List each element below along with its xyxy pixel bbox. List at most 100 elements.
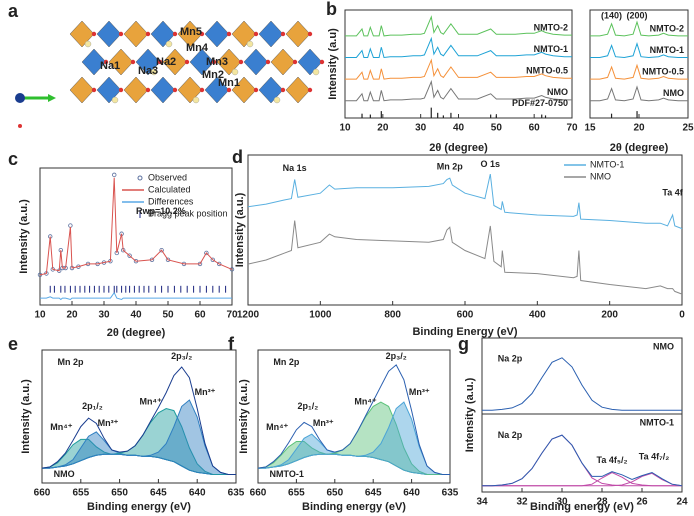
- oxygen: [157, 59, 163, 65]
- component-area: [258, 441, 450, 475]
- octahedron: [231, 76, 257, 104]
- octahedron: [69, 20, 95, 48]
- oxygen: [319, 59, 325, 65]
- sodium: [192, 96, 200, 104]
- data-point: [229, 267, 235, 272]
- octahedron: [177, 20, 203, 48]
- octahedron: [285, 20, 311, 48]
- octahedron: [204, 76, 230, 104]
- x-tick-label: 645: [365, 488, 382, 499]
- annotation: NMO: [54, 469, 75, 479]
- oxygen: [130, 59, 136, 65]
- x-tick-label: 400: [529, 310, 546, 321]
- oxygen: [145, 87, 151, 93]
- octahedron: [162, 48, 188, 76]
- axis-dot: [18, 124, 22, 128]
- legend-label: Differences: [148, 196, 194, 206]
- series-label: NMO: [547, 87, 568, 97]
- oxygen: [172, 31, 178, 37]
- x-tick-label: 640: [189, 488, 206, 499]
- atom-label: Na3: [138, 65, 158, 77]
- x-tick-label: 70: [566, 123, 578, 134]
- x-axis-label: Binding energy (eV): [302, 501, 406, 513]
- component-area: [42, 408, 236, 475]
- octahedron: [123, 20, 149, 48]
- series-line: [590, 42, 688, 59]
- annotation: Mn⁴⁺: [354, 397, 376, 407]
- atom-label: Na1: [100, 60, 120, 72]
- y-axis-label: Intensity (a.u.): [238, 379, 250, 454]
- x-tick-label: 15: [584, 123, 596, 134]
- annotation: Na 2p: [498, 354, 523, 364]
- octahedron: [69, 76, 95, 104]
- octahedron: [216, 48, 242, 76]
- x-axis-label: 2θ (degree): [610, 142, 669, 154]
- oxygen: [91, 31, 97, 37]
- oxygen: [265, 59, 271, 65]
- octahedron: [204, 20, 230, 48]
- oxygen: [280, 87, 286, 93]
- series-line: [247, 220, 683, 295]
- annotation: Mn⁴⁺: [50, 422, 72, 432]
- axis-origin: [15, 93, 25, 103]
- data-point: [216, 261, 222, 267]
- oxygen: [199, 31, 205, 37]
- annotation: Mn⁴⁺: [266, 422, 288, 432]
- panel-letter: f: [228, 334, 235, 354]
- x-tick-label: 635: [228, 488, 245, 499]
- annotation: 2p₁/₂: [82, 401, 103, 411]
- octahedron: [297, 48, 323, 76]
- oxygen: [307, 31, 313, 37]
- octahedron: [270, 48, 296, 76]
- legend-symbol: [137, 175, 143, 181]
- series-line: [42, 399, 236, 475]
- oxygen: [103, 59, 109, 65]
- plot-frame: [481, 337, 683, 415]
- component-area: [42, 439, 236, 475]
- series-line: [482, 357, 682, 411]
- oxygen: [226, 31, 232, 37]
- oxygen: [211, 59, 217, 65]
- plot-frame: [257, 349, 451, 484]
- legend-label: Observed: [148, 172, 187, 182]
- oxygen: [253, 87, 259, 93]
- data-point: [68, 223, 73, 228]
- oxygen: [118, 87, 124, 93]
- sodium: [231, 68, 239, 76]
- x-axis-label: Binding energy (eV): [87, 501, 191, 513]
- series-line: [345, 15, 572, 37]
- x-axis-label: Binding energy (eV): [530, 501, 634, 513]
- series-line: [247, 173, 683, 230]
- sodium: [273, 96, 281, 104]
- series-line: [257, 364, 450, 475]
- plot-frame: [481, 413, 683, 493]
- oxygen: [91, 87, 97, 93]
- octahedron: [81, 48, 107, 76]
- x-tick-label: 24: [676, 497, 688, 508]
- sodium: [312, 68, 320, 76]
- plot-frame: [247, 154, 683, 306]
- oxygen: [145, 31, 151, 37]
- atom-label: Na2: [156, 56, 176, 68]
- polyhedra: [69, 20, 325, 104]
- series-line: [40, 291, 232, 301]
- x-tick-label: 32: [516, 497, 528, 508]
- x-tick-label: 40: [130, 310, 142, 321]
- x-axis-label: 2θ (degree): [107, 327, 166, 339]
- oxygen: [238, 59, 244, 65]
- oxygen: [172, 87, 178, 93]
- y-axis-label: Intensity (a.u.): [234, 192, 246, 267]
- series-line: [258, 401, 450, 475]
- y-axis-label: Intensity (a.u.): [20, 379, 32, 454]
- y-axis-label: Intensity (a.u): [327, 28, 339, 100]
- annotation: Mn 2p: [437, 162, 464, 172]
- annotation: O 1s: [481, 159, 501, 169]
- annotation: Mn 2p: [273, 357, 300, 367]
- annotation: Na 2p: [498, 430, 523, 440]
- x-tick-label: 20: [633, 123, 645, 134]
- annotation: 2p₃/₂: [171, 351, 192, 361]
- x-axis-label: 2θ (degree): [429, 142, 488, 154]
- legend-label: Bragg peak position: [148, 208, 228, 218]
- panel-letter: e: [8, 334, 18, 354]
- atom-label: Mn4: [186, 42, 209, 54]
